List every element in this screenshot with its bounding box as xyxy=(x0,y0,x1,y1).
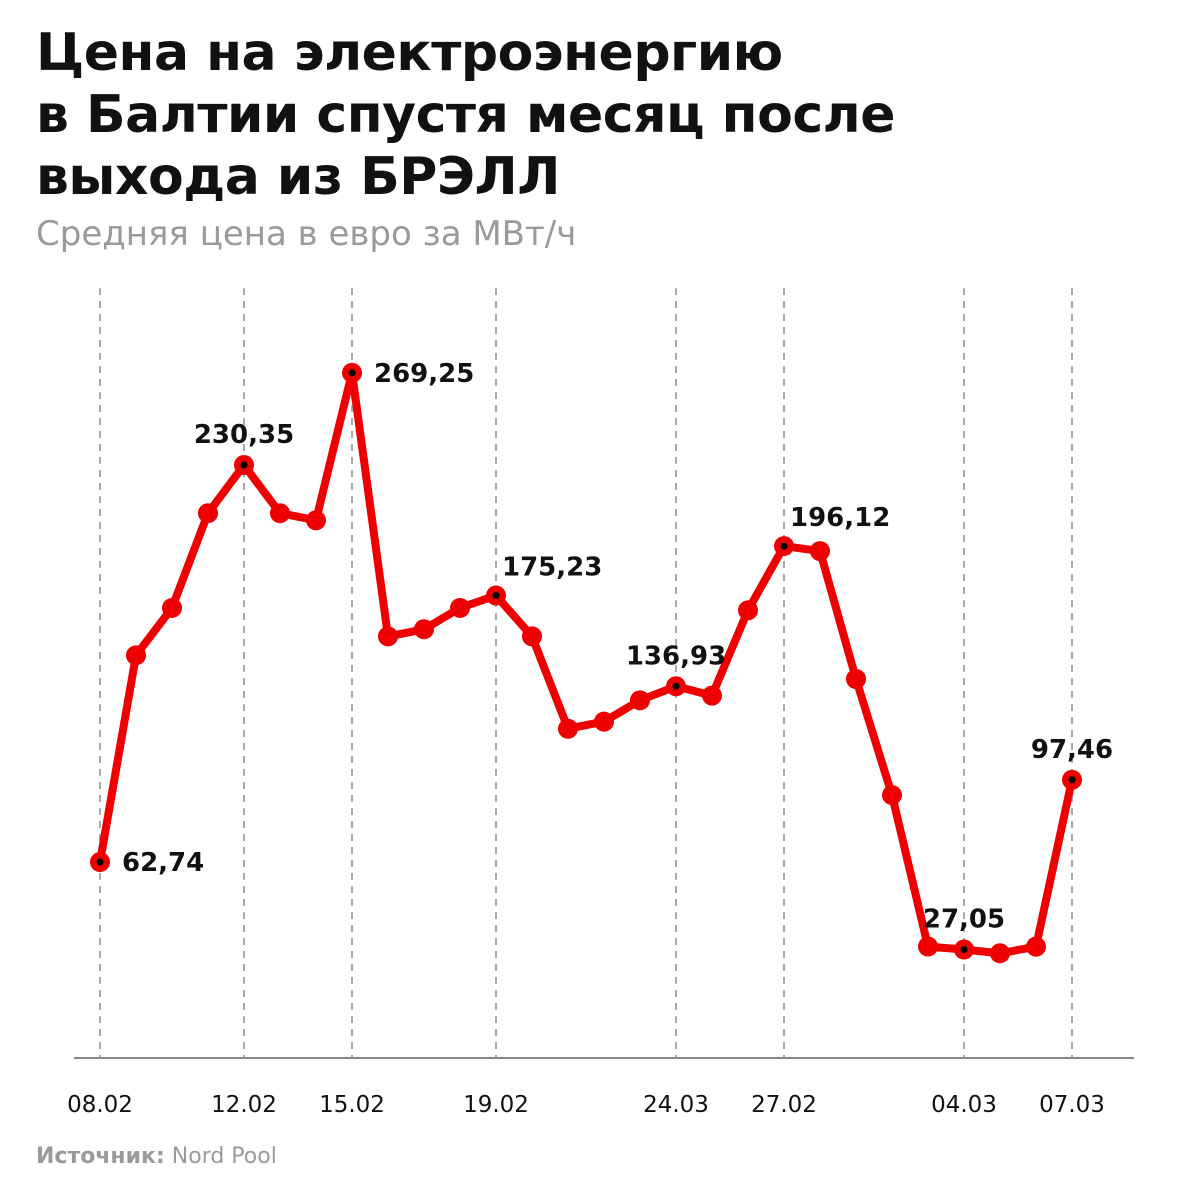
x-tick-label: 15.02 xyxy=(319,1092,385,1118)
data-point xyxy=(450,597,470,618)
data-point xyxy=(810,541,830,562)
x-tick-label: 24.03 xyxy=(643,1092,709,1118)
x-tick-label: 04.03 xyxy=(931,1092,997,1118)
source-label: Источник: xyxy=(36,1144,165,1169)
data-label: 97,46 xyxy=(1031,735,1113,765)
data-points xyxy=(90,362,1082,964)
data-point-marker xyxy=(348,369,356,377)
data-label: 230,35 xyxy=(194,420,294,450)
x-tick-labels: 08.02 12.02 15.02 19.02 24.03 27.02 04.03 07.03 xyxy=(67,1092,1105,1118)
data-point-marker xyxy=(492,592,500,600)
data-point xyxy=(558,718,578,739)
source-value: Nord Pool xyxy=(164,1144,277,1169)
data-point xyxy=(1026,936,1046,957)
data-label: 196,12 xyxy=(790,503,890,533)
chart-subtitle: Средняя цена в евро за МВт/ч xyxy=(36,214,577,254)
data-point xyxy=(990,943,1010,964)
x-tick-label: 08.02 xyxy=(67,1092,133,1118)
data-point-marker xyxy=(780,542,788,550)
title-line-2: в Балтии спустя месяц после xyxy=(36,85,896,145)
title-line-3: выхода из БРЭЛЛ xyxy=(36,147,560,207)
data-point-marker xyxy=(240,461,248,469)
data-label: 175,23 xyxy=(502,553,602,583)
x-tick-label: 07.03 xyxy=(1039,1092,1105,1118)
data-label: 27,05 xyxy=(923,905,1005,935)
data-labels: 62,74 230,35 269,25 175,23 136,93 196,12 27,05… xyxy=(122,359,1113,935)
data-point xyxy=(270,503,290,524)
data-point xyxy=(162,597,182,618)
x-tick-label: 19.02 xyxy=(463,1092,529,1118)
data-label: 136,93 xyxy=(626,641,726,671)
data-point xyxy=(846,669,866,689)
data-point xyxy=(882,785,902,806)
data-point xyxy=(630,690,650,711)
title-line-1: Цена на электроэнергию xyxy=(36,23,783,83)
x-tick-label: 27.02 xyxy=(751,1092,817,1118)
data-point xyxy=(738,600,758,621)
data-point xyxy=(198,503,218,524)
data-point-marker xyxy=(1068,776,1076,784)
data-point xyxy=(918,936,938,957)
data-point xyxy=(594,711,614,732)
data-point xyxy=(378,626,398,647)
data-label: 269,25 xyxy=(374,359,474,389)
data-point xyxy=(126,645,146,666)
data-point-marker xyxy=(960,946,968,954)
data-point xyxy=(522,626,542,647)
x-tick-label: 12.02 xyxy=(211,1092,277,1118)
data-point xyxy=(306,510,326,531)
data-point xyxy=(414,619,434,640)
grid-lines xyxy=(99,288,1073,1058)
price-series-line xyxy=(96,368,1076,958)
source-note: Источник: Nord Pool xyxy=(36,1144,277,1169)
data-point-marker xyxy=(96,858,104,866)
data-label: 62,74 xyxy=(122,848,204,878)
data-point-marker xyxy=(672,682,680,690)
data-point xyxy=(702,685,722,706)
chart-title: Цена на электроэнергию в Балтии спустя м… xyxy=(36,22,1156,208)
